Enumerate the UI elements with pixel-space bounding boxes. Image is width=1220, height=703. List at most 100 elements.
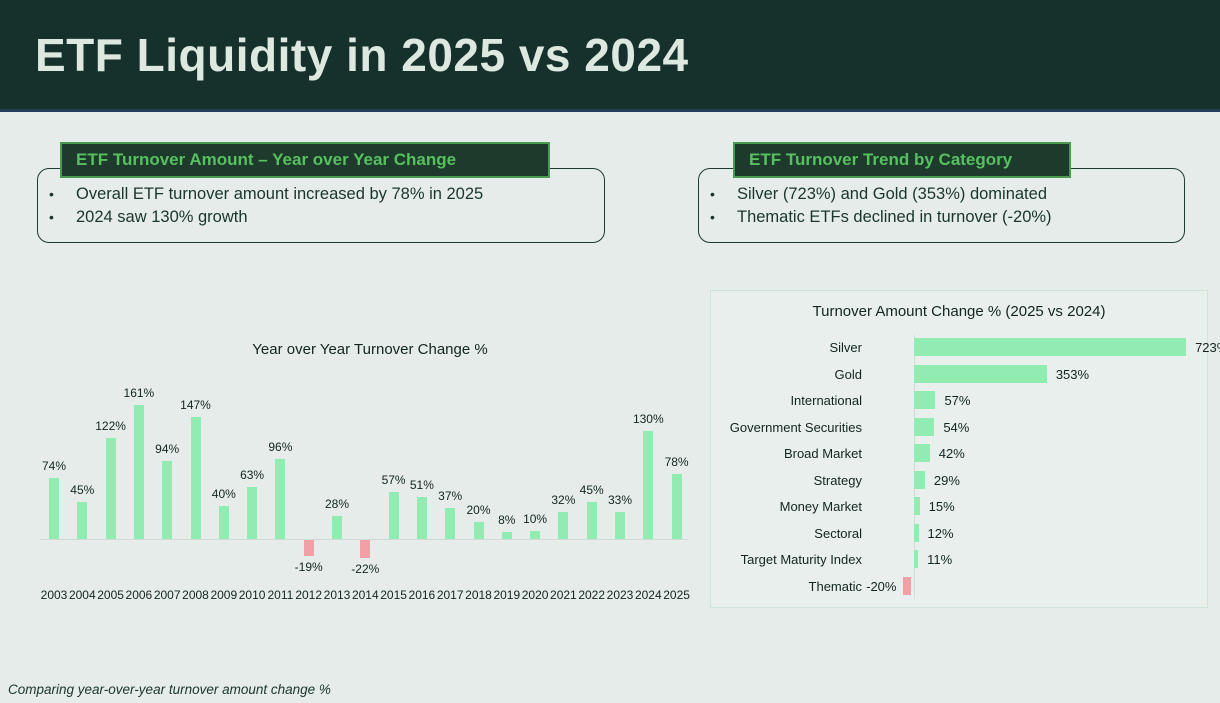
axis-year-2014: 2014 xyxy=(351,588,379,602)
bar-value-2008: 147% xyxy=(180,397,211,412)
bar-value-2003: 74% xyxy=(41,458,67,473)
bar-2023 xyxy=(615,511,625,539)
left-chart-zero-baseline xyxy=(40,539,688,540)
hbar-government-securities xyxy=(914,417,935,436)
left-summary-badge-label: ETF Turnover Amount – Year over Year Cha… xyxy=(76,150,457,169)
bar-2011 xyxy=(275,459,286,539)
hbar-value-international: 57% xyxy=(944,393,971,409)
bar-2022 xyxy=(586,501,597,539)
category-label-silver: Silver xyxy=(829,340,862,355)
hbar-value-target-maturity-index: 11% xyxy=(927,552,953,568)
left-chart-title: Year over Year Turnover Change % xyxy=(252,341,488,358)
hbar-sectoral xyxy=(914,523,919,542)
bar-value-2004: 45% xyxy=(70,482,95,497)
right-chart-title: Turnover Amount Change % (2025 vs 2024) xyxy=(812,303,1106,320)
hbar-silver xyxy=(914,338,1187,356)
right-summary-bullet-2: Thematic ETFs declined in turnover (-20%… xyxy=(710,206,1174,229)
axis-year-2006: 2006 xyxy=(125,588,153,602)
axis-year-2010: 2010 xyxy=(238,588,266,602)
bar-2024 xyxy=(643,431,654,539)
hbar-gold xyxy=(914,364,1047,383)
bar-2006 xyxy=(133,405,144,539)
bar-2016 xyxy=(416,496,427,539)
category-label-government-securities: Government Securities xyxy=(729,419,862,435)
hbar-value-thematic: -20% xyxy=(866,578,897,594)
axis-year-2003: 2003 xyxy=(40,588,68,602)
category-label-thematic: Thematic xyxy=(808,578,862,594)
category-label-broad-market: Broad Market xyxy=(783,446,862,462)
bar-value-2009: 40% xyxy=(211,486,236,501)
axis-year-2017: 2017 xyxy=(436,588,464,602)
bar-value-2015: 57% xyxy=(381,472,406,487)
axis-year-2021: 2021 xyxy=(550,588,577,602)
bar-value-2006: 161% xyxy=(123,386,155,401)
hbar-thematic xyxy=(903,576,911,595)
right-summary-badge-label: ETF Turnover Trend by Category xyxy=(749,150,1013,169)
hbar-value-strategy: 29% xyxy=(933,472,960,488)
right-chart-zero-line xyxy=(914,335,915,599)
hbar-value-broad-market: 42% xyxy=(938,446,965,462)
category-label-strategy: Strategy xyxy=(813,472,862,488)
hbar-value-gold: 353% xyxy=(1055,366,1090,382)
bar-value-2020: 10% xyxy=(523,511,548,526)
bar-value-2017: 37% xyxy=(438,489,463,504)
category-label-sectoral: Sectoral xyxy=(814,525,862,541)
category-label-money-market: Money Market xyxy=(779,499,862,515)
axis-year-2023: 2023 xyxy=(606,588,634,602)
hbar-value-sectoral: 12% xyxy=(927,525,954,541)
hbar-value-money-market: 15% xyxy=(928,499,955,515)
yoy-turnover-bar-chart: Year over Year Turnover Change % 74% 2003… xyxy=(40,335,700,610)
axis-year-2018: 2018 xyxy=(465,588,492,602)
bar-value-2023: 33% xyxy=(607,492,633,507)
bar-2018 xyxy=(473,522,484,539)
axis-year-2004: 2004 xyxy=(68,588,96,602)
bar-2003 xyxy=(49,477,59,539)
right-chart-rows: Silver 723% Gold 353% International 57% Govern… xyxy=(711,291,1220,607)
hbar-money-market xyxy=(914,497,920,516)
hbar-strategy xyxy=(914,470,925,489)
bar-value-2025: 78% xyxy=(664,455,689,470)
hbar-value-silver: 723% xyxy=(1195,340,1220,355)
left-summary-bullet-2: 2024 saw 130% growth xyxy=(49,206,594,229)
bar-2007 xyxy=(162,460,173,539)
bar-value-2012: -19% xyxy=(294,559,323,574)
bar-2025 xyxy=(671,474,682,539)
left-summary-box: Overall ETF turnover amount increased by… xyxy=(37,168,605,243)
axis-year-2008: 2008 xyxy=(182,588,209,602)
axis-year-2009: 2009 xyxy=(210,588,238,602)
bar-2014 xyxy=(360,540,371,559)
axis-year-2025: 2025 xyxy=(663,588,690,602)
axis-year-2005: 2005 xyxy=(97,588,124,602)
axis-year-2013: 2013 xyxy=(323,588,351,602)
axis-year-2015: 2015 xyxy=(380,588,407,602)
bar-2009 xyxy=(218,505,229,539)
bar-value-2016: 51% xyxy=(409,477,434,492)
hbar-broad-market xyxy=(914,444,930,463)
category-label-international: International xyxy=(790,393,862,409)
bar-2013 xyxy=(332,515,342,539)
bar-value-2022: 45% xyxy=(579,482,604,497)
bar-value-2024: 130% xyxy=(632,412,664,427)
bar-2020 xyxy=(530,530,541,539)
axis-year-2007: 2007 xyxy=(153,588,181,602)
bar-value-2019: 8% xyxy=(498,513,516,528)
axis-year-2012: 2012 xyxy=(295,588,323,602)
category-label-target-maturity-index: Target Maturity Index xyxy=(740,552,862,568)
bar-value-2018: 20% xyxy=(466,503,491,518)
bar-value-2007: 94% xyxy=(155,441,180,456)
axis-year-2022: 2022 xyxy=(578,588,606,602)
axis-year-2016: 2016 xyxy=(408,588,436,602)
bar-value-2021: 32% xyxy=(551,493,576,508)
bar-value-2005: 122% xyxy=(95,418,126,433)
bar-value-2011: 96% xyxy=(268,440,293,455)
axis-year-2011: 2011 xyxy=(267,588,294,602)
bar-2012 xyxy=(303,540,314,556)
bar-value-2010: 63% xyxy=(240,467,265,482)
left-summary-bullet-1: Overall ETF turnover amount increased by… xyxy=(49,183,594,206)
footnote: Comparing year-over-year turnover amount… xyxy=(8,682,331,697)
right-summary-bullet-1: Silver (723%) and Gold (353%) dominated xyxy=(710,183,1174,206)
bar-2010 xyxy=(247,486,258,539)
bar-2015 xyxy=(388,491,399,539)
axis-year-2019: 2019 xyxy=(493,588,521,602)
bar-2005 xyxy=(105,437,116,539)
